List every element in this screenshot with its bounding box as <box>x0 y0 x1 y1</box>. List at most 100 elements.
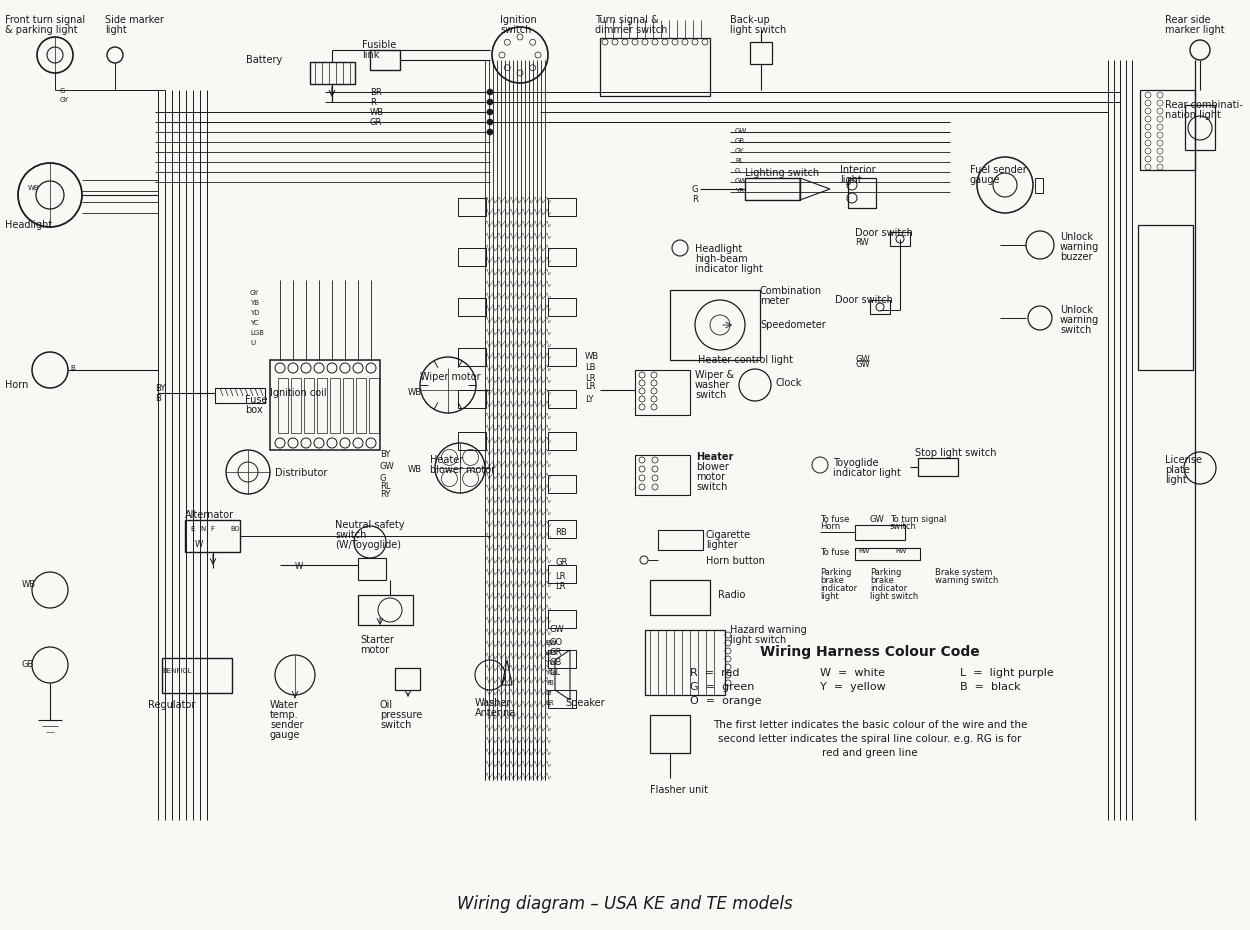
Bar <box>458 390 486 408</box>
Bar <box>670 290 760 360</box>
Bar <box>458 248 486 266</box>
Text: GW: GW <box>870 515 885 524</box>
Text: light: light <box>105 25 126 35</box>
Text: YB: YB <box>735 188 744 194</box>
Text: box: box <box>245 405 262 415</box>
Text: switch: switch <box>335 530 366 540</box>
Text: WB: WB <box>408 465 422 474</box>
Text: Side marker: Side marker <box>105 15 164 25</box>
Text: YC: YC <box>250 320 259 326</box>
Bar <box>650 715 690 753</box>
Text: motor: motor <box>360 645 389 655</box>
Text: Fusible: Fusible <box>362 40 396 50</box>
Text: BR: BR <box>370 88 381 97</box>
Text: Front turn signal: Front turn signal <box>5 15 85 25</box>
Text: Combination: Combination <box>760 286 822 296</box>
Text: dimmer switch: dimmer switch <box>595 25 668 35</box>
Text: Ignition coil: Ignition coil <box>270 388 326 398</box>
Text: brake: brake <box>820 576 844 585</box>
Text: meter: meter <box>760 296 790 306</box>
Bar <box>458 198 486 216</box>
Text: warning: warning <box>1060 315 1099 325</box>
Text: U: U <box>250 340 255 346</box>
Bar <box>548 198 576 216</box>
Text: Door switch: Door switch <box>855 228 912 238</box>
Text: GW: GW <box>380 462 395 471</box>
Bar <box>548 348 576 366</box>
Bar <box>215 388 265 403</box>
Text: L  =  light purple: L = light purple <box>960 668 1054 678</box>
Bar <box>855 525 905 540</box>
Text: YD: YD <box>250 310 260 316</box>
Bar <box>342 378 352 433</box>
Text: GW: GW <box>735 178 748 184</box>
Text: Parking: Parking <box>870 568 901 577</box>
Bar <box>1035 178 1042 193</box>
Text: high-beam: high-beam <box>695 254 748 264</box>
Text: GR: GR <box>370 118 382 127</box>
Text: BENFIGL: BENFIGL <box>162 668 191 674</box>
Text: Horn button: Horn button <box>706 556 765 566</box>
Text: switch: switch <box>1060 325 1091 335</box>
Text: link: link <box>362 50 380 60</box>
Text: Regulator: Regulator <box>148 700 195 710</box>
Text: Rear side: Rear side <box>1165 15 1210 25</box>
Text: switch: switch <box>696 482 728 492</box>
Text: WB: WB <box>545 650 556 656</box>
Text: G: G <box>735 168 740 174</box>
Text: B0: B0 <box>230 526 239 532</box>
Text: Turn signal &: Turn signal & <box>595 15 659 25</box>
Text: pressure: pressure <box>380 710 423 720</box>
Text: LY: LY <box>585 395 594 404</box>
Text: Horn: Horn <box>820 522 840 531</box>
Text: Y  =  yellow: Y = yellow <box>820 682 886 692</box>
Text: Radio: Radio <box>718 590 745 600</box>
Text: GB: GB <box>735 138 745 144</box>
Text: O  =  orange: O = orange <box>690 696 761 706</box>
Text: sender: sender <box>270 720 304 730</box>
Text: GR: GR <box>555 558 568 567</box>
Circle shape <box>488 89 492 95</box>
Text: The first letter indicates the basic colour of the wire and the: The first letter indicates the basic col… <box>712 720 1028 730</box>
Text: gauge: gauge <box>270 730 300 740</box>
Text: YW: YW <box>545 660 556 666</box>
Text: GW: GW <box>550 625 565 634</box>
Text: Antenna: Antenna <box>475 708 516 718</box>
Text: GL: GL <box>550 668 561 677</box>
Bar <box>357 595 412 625</box>
Text: W: W <box>195 540 204 549</box>
Circle shape <box>488 129 492 135</box>
Bar <box>658 530 702 550</box>
Bar <box>1140 90 1195 170</box>
Text: Wiring Harness Colour Code: Wiring Harness Colour Code <box>760 645 980 659</box>
Bar <box>848 178 876 208</box>
Bar <box>548 390 576 408</box>
Text: Lighting switch: Lighting switch <box>745 168 819 178</box>
Text: Door switch: Door switch <box>835 295 892 305</box>
Bar <box>600 38 710 96</box>
Text: Ignition: Ignition <box>500 15 536 25</box>
Text: LR: LR <box>545 700 554 706</box>
Text: YB: YB <box>250 300 259 306</box>
Bar <box>635 455 690 495</box>
Text: Toyoglide: Toyoglide <box>832 458 879 468</box>
Text: To turn signal: To turn signal <box>890 515 946 524</box>
Text: Heater control light: Heater control light <box>698 355 792 365</box>
Text: Washer: Washer <box>475 698 511 708</box>
Text: Parking: Parking <box>820 568 851 577</box>
Text: W  =  white: W = white <box>820 668 885 678</box>
Text: GB: GB <box>22 660 35 669</box>
Bar <box>185 520 240 552</box>
Text: GY: GY <box>60 97 69 103</box>
Text: B: B <box>155 394 161 403</box>
Text: RW: RW <box>855 238 869 247</box>
Text: Water: Water <box>270 700 299 710</box>
Text: GB: GB <box>550 658 562 667</box>
Text: buzzer: buzzer <box>1060 252 1092 262</box>
Text: Heater: Heater <box>430 455 464 465</box>
Text: light: light <box>820 592 839 601</box>
Text: (W/Toyoglide): (W/Toyoglide) <box>335 540 401 550</box>
Text: R: R <box>370 98 376 107</box>
Text: YB: YB <box>545 680 554 686</box>
Text: Oil: Oil <box>380 700 392 710</box>
